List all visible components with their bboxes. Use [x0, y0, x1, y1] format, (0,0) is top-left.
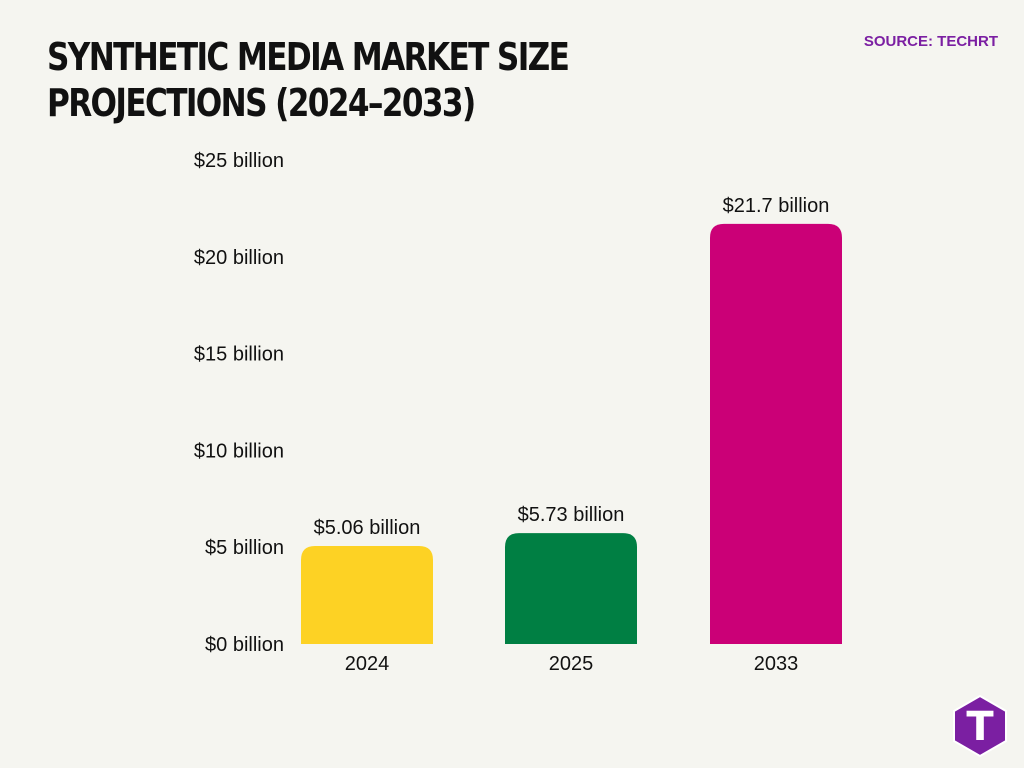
bar-value-label: $5.73 billion — [518, 504, 625, 526]
y-tick-label: $25 billion — [194, 150, 284, 172]
x-tick-label: 2025 — [549, 653, 594, 675]
y-tick-label: $20 billion — [194, 247, 284, 269]
x-axis: 2024 2025 2033 — [345, 653, 799, 675]
logo-hexagon — [953, 694, 1007, 758]
techrt-logo-icon: T — [953, 694, 1007, 758]
bar-2033 — [710, 223, 842, 644]
x-tick-label: 2024 — [345, 653, 390, 675]
x-tick-label: 2033 — [754, 653, 799, 675]
logo-letter: T — [966, 704, 994, 750]
page-title: SYNTHETIC MEDIA MARKET SIZE PROJECTIONS … — [47, 35, 570, 125]
source-label: SOURCE: TECHRT — [863, 33, 998, 50]
bar-2025 — [505, 533, 637, 644]
y-tick-label: $5 billion — [205, 537, 284, 559]
bar-2024 — [301, 546, 433, 644]
y-tick-label: $10 billion — [194, 440, 284, 462]
y-axis: $0 billion $5 billion $10 billion $15 billi… — [194, 150, 284, 656]
y-tick-label: $15 billion — [194, 344, 284, 366]
bar-value-label: $21.7 billion — [723, 195, 830, 217]
y-tick-label: $0 billion — [205, 634, 284, 656]
bar-value-label: $5.06 billion — [314, 517, 421, 539]
bars: $5.06 billion $5.73 billion $21.7 billion — [301, 195, 842, 644]
